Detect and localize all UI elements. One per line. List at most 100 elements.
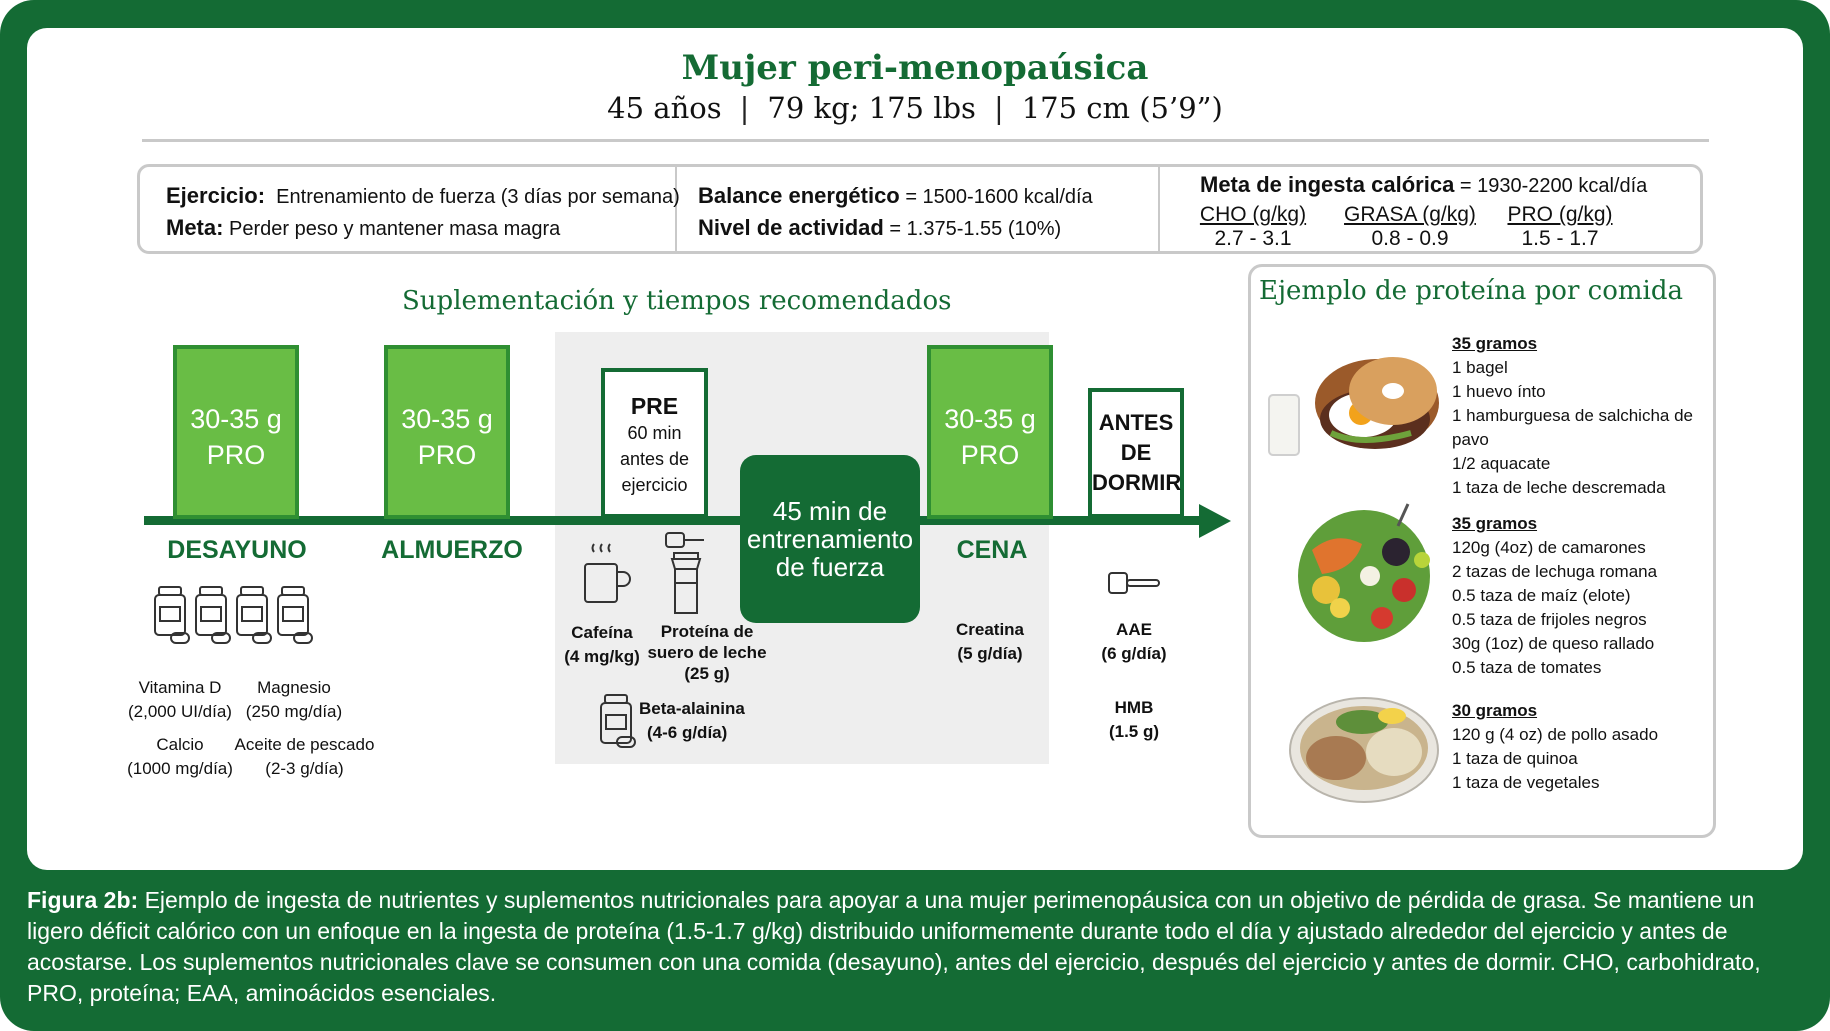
bedtime-line: ANTES — [1098, 410, 1174, 435]
dinner-label: CENA — [956, 536, 1028, 564]
breakfast-protein-box: 30-35 g PRO — [173, 345, 299, 519]
bedtime-line: DORMIR — [1092, 470, 1182, 495]
info-divider — [675, 167, 677, 251]
supplement-eaa: AAE (6 g/día) — [1079, 618, 1189, 666]
header-rule — [142, 139, 1709, 142]
protein-examples-box — [1248, 264, 1716, 838]
figure-title: Mujer peri-menopaúsica — [681, 48, 1149, 88]
supplement-dose: (250 mg/día) — [245, 702, 343, 721]
supplement-bottle-icon — [236, 586, 272, 644]
supplement-name: suero de leche — [647, 643, 767, 662]
supplement-whey-protein: Proteína de suero de leche (25 g) — [647, 621, 767, 684]
supplement-dose: (2,000 UI/día) — [128, 702, 232, 721]
subject-stats: 45 años | 79 kg; 175 lbs | 175 cm (5’9”) — [27, 91, 1803, 125]
goal-row: Meta: Perder peso y mantener masa magra — [166, 215, 560, 241]
meal-item: 120g (4oz) de camarones — [1452, 538, 1646, 557]
supplement-bottles — [154, 586, 313, 644]
meal-item: 1 hamburguesa de salchicha de — [1452, 406, 1693, 425]
meal-example-3: 30 gramos 120 g (4 oz) de pollo asado 1 … — [1452, 699, 1658, 795]
protein-label: PRO — [960, 440, 1020, 470]
meal-item: 1 taza de vegetales — [1452, 773, 1600, 792]
height-text: 175 cm (5’9”) — [1021, 91, 1223, 125]
bedtime-box: ANTES DE DORMIR — [1088, 388, 1184, 518]
supplement-dose: (2-3 g/día) — [265, 759, 344, 778]
info-divider — [1158, 167, 1160, 251]
meal-item: pavo — [1452, 430, 1489, 449]
meal-item: 0.5 taza de frijoles negros — [1452, 610, 1647, 629]
weight-text: 79 kg; 175 lbs — [767, 91, 976, 125]
supplement-dose: (5 g/día) — [957, 644, 1023, 663]
caption-label: Figura 2b: — [27, 887, 139, 913]
supplement-name: Magnesio — [257, 678, 331, 697]
meal-item: 2 tazas de lechuga romana — [1452, 562, 1658, 581]
meal-example-1: 35 gramos 1 bagel 1 huevo ínto 1 hamburg… — [1452, 332, 1693, 500]
caption-text: Ejemplo de ingesta de nutrientes y suple… — [27, 887, 1761, 1006]
bagel-meal-photo — [1268, 357, 1439, 456]
supplementation-title: Suplementación y tiempos recomendados — [402, 286, 952, 316]
supplement-caffeine: Cafeína (4 mg/kg) — [557, 621, 647, 669]
exercise-value: Entrenamiento de fuerza (3 días por sema… — [276, 186, 680, 208]
training-line: de fuerza — [775, 552, 885, 582]
exercise-label: Ejercicio: — [166, 183, 266, 208]
supplement-bottle-icon — [195, 586, 231, 644]
meal-item: 120 g (4 oz) de pollo asado — [1452, 725, 1659, 744]
supplement-fish-oil: Aceite de pescado (2-3 g/día) — [232, 733, 377, 781]
protein-label: PRO — [206, 440, 266, 470]
supplement-bottle-icon — [154, 586, 190, 644]
meal-item: 1/2 aquacate — [1452, 454, 1551, 473]
supplement-hmb: HMB (1.5 g) — [1079, 696, 1189, 744]
supplement-name: Vitamina D — [138, 678, 222, 697]
macro-name: GRASA (g/kg) — [1344, 203, 1476, 226]
lunch-label: ALMUERZO — [381, 536, 523, 564]
supplement-magnesium: Magnesio (250 mg/día) — [239, 676, 349, 724]
supplement-name: Proteína de — [660, 622, 754, 641]
protein-examples-title: Ejemplo de proteína por comida — [1259, 276, 1683, 306]
meal-protein-header: 35 gramos — [1452, 334, 1538, 353]
macro-value: 2.7 - 3.1 — [1214, 227, 1292, 250]
energy-row: Balance energético = 1500-1600 kcal/día — [698, 183, 1093, 209]
goal-label: Meta: — [166, 215, 224, 240]
timeline-arrow-icon — [1199, 504, 1231, 538]
activity-row: Nivel de actividad = 1.375-1.55 (10%) — [698, 215, 1061, 241]
supplement-name: Creatina — [955, 620, 1025, 639]
breakfast-label: DESAYUNO — [167, 536, 307, 564]
energy-value: = 1500-1600 kcal/día — [905, 186, 1093, 208]
dinner-protein-box: 30-35 g PRO — [927, 345, 1053, 519]
meal-item: 30g (1oz) de queso rallado — [1452, 634, 1655, 653]
meal-example-2: 35 gramos 120g (4oz) de camarones 2 taza… — [1452, 512, 1657, 680]
divider: | — [993, 91, 1004, 125]
info-box: Ejercicio: Entrenamiento de fuerza (3 dí… — [137, 164, 1703, 254]
meal-item: 1 taza de quinoa — [1452, 749, 1578, 768]
supplement-name: Calcio — [156, 735, 204, 754]
energy-label: Balance energético — [698, 183, 900, 208]
supplement-bottle-icon — [277, 586, 313, 644]
activity-value: = 1.375-1.55 (10%) — [889, 218, 1062, 240]
divider: | — [739, 91, 750, 125]
supplement-dose: (6 g/día) — [1101, 644, 1167, 663]
calorie-value: = 1930-2200 kcal/día — [1459, 175, 1648, 197]
protein-label: PRO — [417, 440, 477, 470]
lunch-protein-box: 30-35 g PRO — [384, 345, 510, 519]
timeline-bar — [144, 516, 1204, 525]
supplement-name: AAE — [1116, 620, 1152, 639]
supplement-name: Beta-alainina — [639, 699, 745, 718]
macro-name: CHO (g/kg) — [1199, 203, 1307, 226]
calorie-row: Meta de ingesta calórica = 1930-2200 kca… — [1200, 172, 1647, 198]
coffee-mug-icon — [584, 543, 631, 603]
protein-amount: 30-35 g — [190, 404, 282, 434]
meal-item: 0.5 taza de maíz (elote) — [1452, 586, 1631, 605]
age-text: 45 años — [607, 91, 722, 125]
calorie-label: Meta de ingesta calórica — [1200, 172, 1455, 197]
supplement-vitamin-d: Vitamina D (2,000 UI/día) — [115, 676, 245, 724]
pre-exercise-box: PRE 60 min antes de ejercicio — [601, 368, 708, 518]
shrimp-salad-photo — [1298, 503, 1430, 642]
figure-caption: Figura 2b: Ejemplo de ingesta de nutrien… — [27, 885, 1803, 1009]
macro-pro: PRO (g/kg) 1.5 - 1.7 — [1495, 203, 1625, 251]
pre-line: 60 min — [627, 423, 682, 443]
scoop-icon — [1108, 572, 1160, 594]
training-line: 45 min de — [772, 496, 888, 526]
supplement-dose: (4 mg/kg) — [564, 647, 640, 666]
macro-cho: CHO (g/kg) 2.7 - 3.1 — [1183, 203, 1323, 251]
meal-item: 0.5 taza de tomates — [1452, 658, 1602, 677]
training-box: 45 min de entrenamiento de fuerza — [740, 455, 920, 623]
